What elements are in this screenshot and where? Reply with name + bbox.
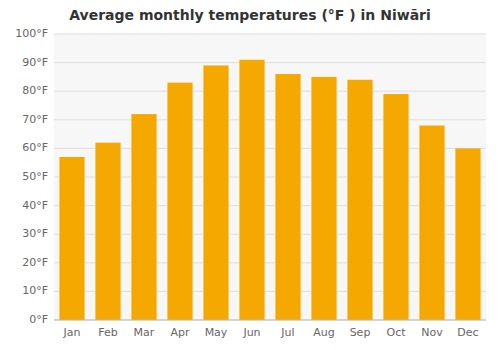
y-tick-label: 40°F — [22, 199, 48, 212]
y-tick-label: 80°F — [22, 84, 48, 97]
bar — [59, 157, 84, 320]
grid-line — [54, 91, 486, 92]
x-tick-label: May — [205, 326, 228, 339]
y-tick-label: 90°F — [22, 56, 48, 69]
grid-line — [54, 320, 486, 321]
bar — [455, 148, 480, 320]
x-axis-line — [54, 320, 486, 321]
bar — [311, 77, 336, 320]
y-tick-label: 20°F — [22, 256, 48, 269]
bar — [131, 114, 156, 320]
y-tick-label: 50°F — [22, 170, 48, 183]
bar — [383, 94, 408, 320]
y-tick-label: 0°F — [29, 313, 48, 326]
chart-container: 0°F 10°F 20°F 30°F 40°F 50°F 60°F 70°F 80°F 90°F 1… — [0, 0, 500, 350]
bar — [347, 80, 372, 320]
x-tick-label: Dec — [457, 326, 478, 339]
x-tick-label: Nov — [421, 326, 443, 339]
bar — [95, 143, 120, 320]
y-tick-label: 100°F — [15, 27, 48, 40]
page: {"chart_data": {"type": "bar", "title": … — [0, 0, 500, 350]
bars — [59, 60, 480, 320]
bar — [203, 65, 228, 320]
x-tick-label: Feb — [98, 326, 117, 339]
y-tick-label: 60°F — [22, 141, 48, 154]
x-tick-label: Jul — [280, 326, 294, 339]
x-tick-label: Mar — [134, 326, 155, 339]
grid-line — [54, 119, 486, 120]
y-tick-label: 30°F — [22, 227, 48, 240]
bar — [167, 83, 192, 320]
chart-svg: 0°F 10°F 20°F 30°F 40°F 50°F 60°F 70°F 80°F 90°F 1… — [0, 0, 500, 350]
grid-line — [54, 62, 486, 63]
bar — [275, 74, 300, 320]
y-tick-label: 70°F — [22, 113, 48, 126]
x-tick-label: Aug — [313, 326, 334, 339]
plot-background — [54, 34, 486, 320]
title: Average monthly temperatures (°F ) in Ni… — [69, 7, 431, 23]
x-tick-label: Jan — [63, 326, 81, 339]
grid — [54, 34, 486, 320]
x-tick-label: Sep — [350, 326, 371, 339]
bar — [419, 126, 444, 320]
bar — [239, 60, 264, 320]
x-tick-label: Jun — [242, 326, 260, 339]
x-tick-label: Apr — [170, 326, 190, 339]
grid-line — [54, 34, 486, 35]
y-tick-label: 10°F — [22, 284, 48, 297]
x-tick-label: Oct — [386, 326, 406, 339]
